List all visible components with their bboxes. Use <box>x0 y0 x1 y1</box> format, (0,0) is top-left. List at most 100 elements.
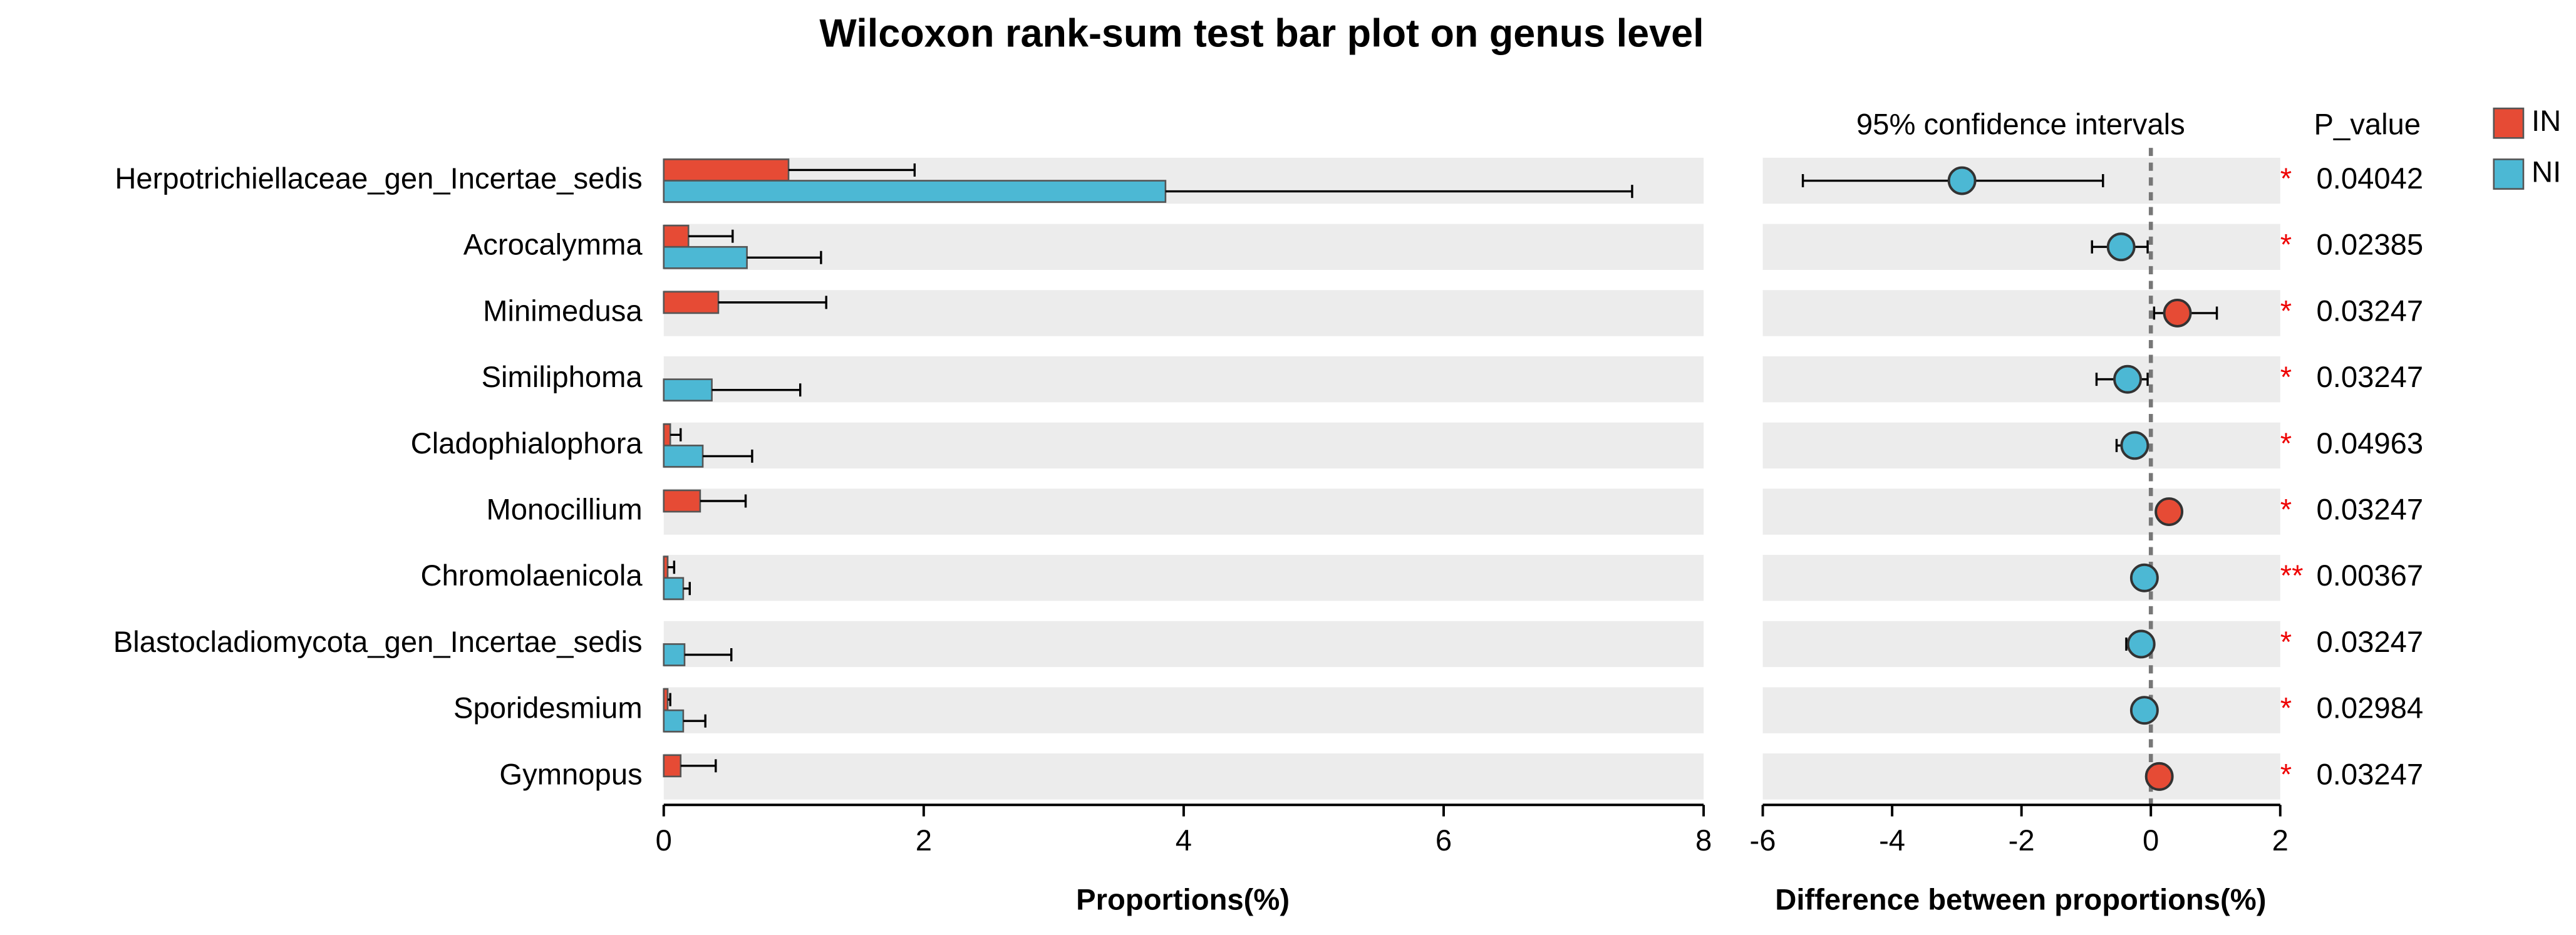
error-bar <box>700 494 747 508</box>
p-value: 0.03247 <box>2316 294 2423 328</box>
y-tick-label: Minimedusa <box>483 294 643 328</box>
significance: * <box>2280 229 2292 262</box>
x-tick-label: 6 <box>1435 824 1452 857</box>
row-band <box>663 555 1704 601</box>
bar <box>663 224 690 248</box>
error-bar <box>668 560 676 574</box>
x-tick-label: 0 <box>656 824 672 857</box>
y-tick-label: Similiphoma <box>482 361 643 394</box>
bar <box>663 489 701 513</box>
legend-swatch <box>2493 107 2525 139</box>
y-tick-label: Gymnopus <box>499 758 642 791</box>
bar <box>663 555 669 579</box>
p-value: 0.02385 <box>2316 229 2423 262</box>
bar <box>663 754 682 778</box>
significance: * <box>2280 162 2292 195</box>
error-bar <box>683 714 706 728</box>
row-band <box>663 687 1704 733</box>
difference-point <box>2129 696 2159 725</box>
y-tick-label: Chromolaenicola <box>420 559 643 592</box>
y-tick-label: Acrocalymma <box>463 229 643 262</box>
difference-point <box>2113 364 2142 394</box>
legend-label: IN <box>2532 105 2561 138</box>
y-tick-label: Monocillium <box>486 493 642 527</box>
error-bar <box>747 251 822 264</box>
x-tick-label: -2 <box>2009 824 2035 857</box>
legend-swatch <box>2493 158 2525 190</box>
x-axis-label: Difference between proportions(%) <box>1775 883 2266 916</box>
bar <box>663 158 790 182</box>
difference-point <box>2154 497 2184 527</box>
row-band <box>1762 687 2280 733</box>
row-band <box>1762 753 2280 800</box>
error-bar <box>684 648 733 662</box>
y-tick-label: Blastocladiomycota_gen_Incertae_sedis <box>113 626 643 659</box>
row-band <box>663 290 1704 336</box>
row-band <box>663 356 1704 403</box>
row-band <box>1762 488 2280 535</box>
significance: ** <box>2280 559 2304 592</box>
row-band <box>1762 422 2280 469</box>
p-value-header: P_value <box>2314 108 2421 141</box>
y-tick-label: Cladophialophora <box>411 427 643 460</box>
error-bar <box>1165 185 1633 199</box>
p-value: 0.04963 <box>2316 427 2423 460</box>
x-tick-label: 2 <box>2272 824 2289 857</box>
difference-point <box>2126 629 2156 659</box>
x-tick-label: 4 <box>1176 824 1192 857</box>
y-tick-label: Sporidesmium <box>453 692 643 725</box>
bar <box>663 709 685 733</box>
error-bar <box>711 383 802 397</box>
row-band <box>1762 224 2280 270</box>
p-value: 0.03247 <box>2316 758 2423 791</box>
bar <box>663 445 704 468</box>
chart-title: Wilcoxon rank-sum test bar plot on genus… <box>819 11 1704 55</box>
error-bar <box>703 449 753 463</box>
bar <box>663 291 720 314</box>
error-bar <box>683 582 691 596</box>
significance: * <box>2280 692 2292 725</box>
row-band <box>1762 555 2280 601</box>
p-value: 0.03247 <box>2316 626 2423 659</box>
difference-point <box>2120 431 2149 460</box>
significance: * <box>2280 294 2292 328</box>
difference-point <box>2144 762 2174 791</box>
bar <box>663 643 686 666</box>
bar <box>663 378 713 402</box>
x-tick-label: -4 <box>1879 824 1905 857</box>
p-value: 0.00367 <box>2316 559 2423 592</box>
row-band <box>1762 356 2280 403</box>
legend-label: NI <box>2532 156 2561 189</box>
row-band <box>663 753 1704 800</box>
p-value: 0.03247 <box>2316 493 2423 527</box>
bar <box>663 688 669 711</box>
significance: * <box>2280 427 2292 460</box>
error-bar <box>680 759 717 773</box>
row-band <box>663 422 1704 469</box>
row-band <box>1762 621 2280 668</box>
x-tick-label: -6 <box>1750 824 1776 857</box>
error-bar <box>670 428 682 442</box>
p-value: 0.03247 <box>2316 361 2423 394</box>
significance: * <box>2280 361 2292 394</box>
y-tick-label: Herpotrichiellaceae_gen_Incertae_sedis <box>115 162 642 195</box>
difference-point <box>2106 232 2136 262</box>
error-bar <box>668 693 671 706</box>
x-tick-label: 0 <box>2143 824 2159 857</box>
x-tick-label: 8 <box>1695 824 1712 857</box>
difference-point <box>1947 166 1977 195</box>
significance: * <box>2280 758 2292 791</box>
bar <box>663 180 1167 203</box>
x-tick-label: 2 <box>916 824 932 857</box>
difference-point <box>2163 298 2192 328</box>
p-value: 0.04042 <box>2316 162 2423 195</box>
p-value: 0.02984 <box>2316 692 2423 725</box>
bar <box>663 245 748 269</box>
bar <box>663 577 685 601</box>
error-bar <box>718 296 827 309</box>
x-axis-label: Proportions(%) <box>1076 883 1290 916</box>
error-bar <box>789 163 916 177</box>
row-band <box>663 621 1704 668</box>
